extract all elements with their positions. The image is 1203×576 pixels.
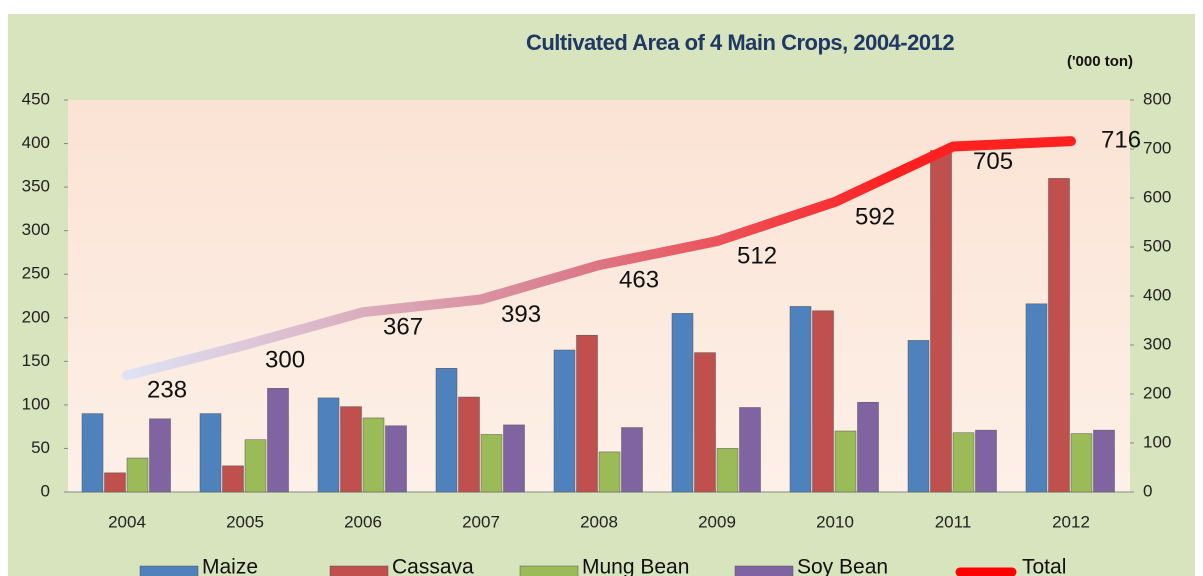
bar (149, 418, 171, 493)
y-tick-label: 400 (22, 133, 50, 152)
bar (812, 310, 834, 493)
data-label: 463 (619, 266, 659, 293)
x-tick-label: 2011 (935, 512, 972, 531)
bar (694, 352, 716, 493)
bar (362, 417, 385, 493)
y2-tick-label: 0 (1143, 481, 1152, 500)
bar (317, 397, 340, 493)
bar (126, 457, 149, 493)
total-line (122, 136, 1076, 381)
y-tick-label: 0 (41, 481, 50, 500)
bar (503, 424, 525, 493)
chart-title: Cultivated Area of 4 Main Crops, 2004-20… (526, 30, 954, 55)
bar (1048, 178, 1070, 493)
y2-tick-label: 700 (1143, 138, 1171, 157)
bar (930, 150, 952, 493)
bar (480, 434, 503, 493)
bar (671, 313, 694, 493)
x-tick-label: 2004 (108, 512, 146, 531)
bar (1093, 429, 1115, 493)
bar (267, 388, 289, 493)
data-label: 300 (265, 346, 305, 373)
legend-swatch (329, 565, 389, 576)
x-tick-label: 2012 (1052, 512, 1090, 531)
y2-tick-label: 800 (1143, 89, 1171, 108)
legend-swatch (734, 565, 794, 576)
y-tick-label: 350 (22, 177, 50, 196)
bar (81, 413, 104, 493)
y-tick-label: 150 (22, 351, 50, 370)
y2-tick-label: 600 (1143, 187, 1171, 206)
bar (1070, 433, 1093, 493)
y-tick-label: 50 (31, 438, 50, 457)
legend-label: Mung Bean (582, 556, 689, 576)
bar (385, 425, 407, 493)
y-tick-label: 300 (22, 220, 50, 239)
unit-label: ('000 ton) (1067, 53, 1133, 70)
bar (716, 448, 739, 493)
bar (553, 349, 576, 493)
bar (576, 334, 598, 493)
y2-tick-label: 200 (1143, 383, 1171, 402)
bar (952, 432, 975, 493)
data-label: 592 (855, 203, 895, 230)
y2-tick-label: 300 (1143, 334, 1171, 353)
data-label: 705 (973, 148, 1013, 175)
data-label: 367 (383, 314, 423, 341)
data-label: 716 (1101, 127, 1141, 154)
legend-label: Maize (202, 556, 258, 576)
bar (621, 427, 643, 493)
data-label: 512 (737, 242, 777, 269)
bar (789, 306, 812, 493)
x-tick-label: 2007 (462, 512, 500, 531)
plot-area (68, 100, 1130, 492)
y2-tick-label: 400 (1143, 285, 1171, 304)
bar (739, 407, 761, 493)
bar (907, 340, 930, 493)
legend-label: Total (1022, 556, 1066, 576)
y2-tick-label: 100 (1143, 432, 1171, 451)
x-tick-label: 2010 (816, 512, 854, 531)
x-tick-label: 2009 (698, 512, 736, 531)
bar (244, 439, 267, 493)
bar (435, 368, 458, 493)
legend-label: Soy Bean (797, 556, 888, 576)
data-label: 393 (501, 301, 541, 328)
y-tick-label: 200 (22, 307, 50, 326)
x-tick-label: 2006 (344, 512, 382, 531)
legend-label: Cassava (392, 556, 474, 576)
bar (857, 402, 879, 493)
bar (458, 396, 480, 493)
bar (834, 430, 857, 493)
bar (199, 413, 222, 493)
bar (975, 429, 997, 493)
bar (598, 451, 621, 493)
y-tick-label: 250 (22, 264, 50, 283)
legend-swatch (139, 565, 199, 576)
bar (222, 465, 244, 493)
y-tick-label: 100 (22, 394, 50, 413)
y2-tick-label: 500 (1143, 236, 1171, 255)
bar (1025, 303, 1048, 493)
bar (340, 406, 362, 493)
x-tick-label: 2008 (580, 512, 618, 531)
y-tick-label: 450 (22, 89, 50, 108)
data-label: 238 (147, 377, 187, 404)
legend-swatch (519, 565, 579, 576)
x-tick-label: 2005 (226, 512, 264, 531)
bar (104, 472, 126, 493)
